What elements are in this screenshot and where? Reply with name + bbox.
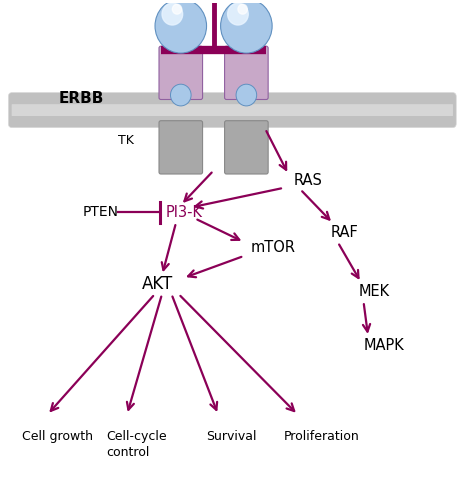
Circle shape bbox=[173, 4, 182, 14]
Text: MAPK: MAPK bbox=[364, 338, 404, 353]
Text: Survival: Survival bbox=[207, 430, 257, 443]
Text: MEK: MEK bbox=[359, 284, 390, 299]
Circle shape bbox=[236, 84, 257, 106]
FancyBboxPatch shape bbox=[9, 93, 456, 128]
Circle shape bbox=[228, 3, 248, 25]
FancyBboxPatch shape bbox=[159, 121, 202, 174]
Text: PI3-K: PI3-K bbox=[166, 205, 203, 220]
Circle shape bbox=[162, 3, 182, 25]
Text: Cell-cycle
control: Cell-cycle control bbox=[106, 430, 166, 459]
Text: PTEN: PTEN bbox=[82, 206, 118, 220]
FancyBboxPatch shape bbox=[12, 104, 453, 116]
FancyBboxPatch shape bbox=[225, 46, 268, 99]
Text: Cell growth: Cell growth bbox=[21, 430, 92, 443]
Text: ERBB: ERBB bbox=[59, 91, 104, 106]
Circle shape bbox=[220, 0, 272, 53]
Text: mTOR: mTOR bbox=[251, 240, 296, 254]
Circle shape bbox=[171, 84, 191, 106]
Text: RAF: RAF bbox=[331, 225, 358, 240]
Circle shape bbox=[238, 4, 247, 14]
Text: AKT: AKT bbox=[142, 275, 173, 293]
FancyBboxPatch shape bbox=[225, 121, 268, 174]
FancyBboxPatch shape bbox=[159, 46, 202, 99]
Text: RAS: RAS bbox=[293, 173, 322, 188]
Text: TK: TK bbox=[118, 134, 133, 147]
Circle shape bbox=[155, 0, 207, 53]
Text: Proliferation: Proliferation bbox=[284, 430, 360, 443]
